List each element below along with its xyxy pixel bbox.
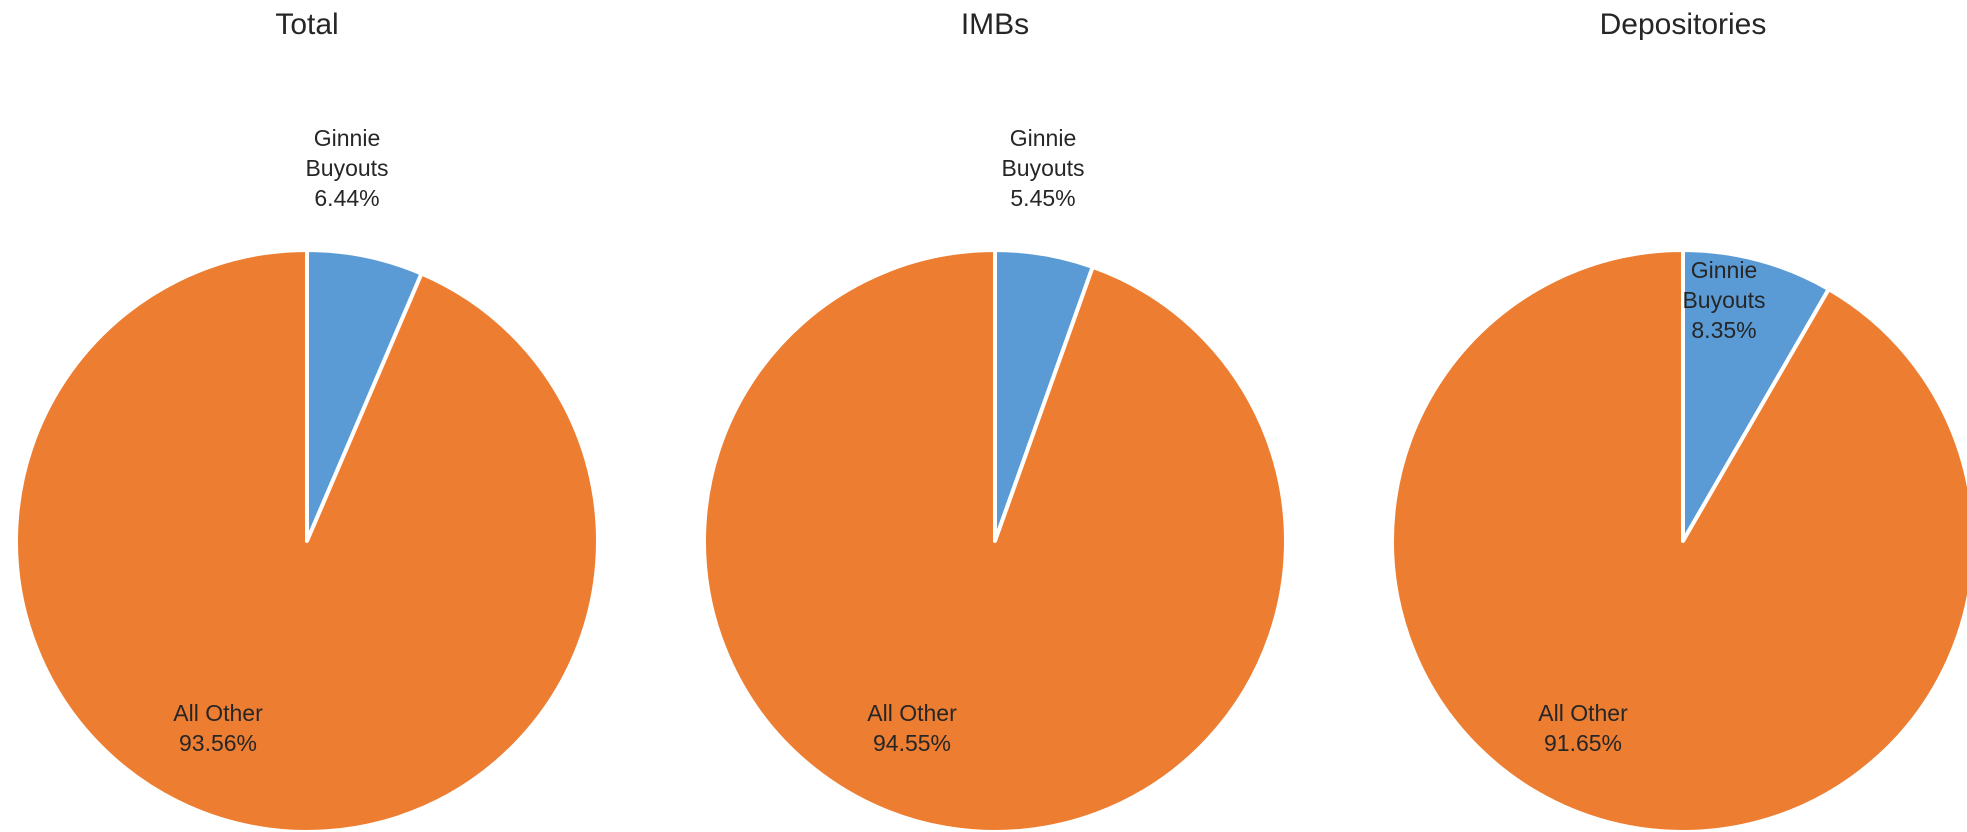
pie-labels-imbs: Ginnie Buyouts 5.45% All Other 94.55%: [867, 125, 1084, 756]
slice-label-ginnie-buyouts-depositories: Ginnie Buyouts 8.35%: [1682, 257, 1765, 343]
slice-value-label: 93.56%: [179, 730, 257, 756]
slice-value-label: 91.65%: [1544, 730, 1622, 756]
slice-name-label: All Other: [867, 700, 957, 726]
slice-label-all-other-total: All Other 93.56%: [173, 700, 263, 756]
slice-name-label: Ginnie: [1010, 125, 1076, 151]
pie-slice-all-other-imbs: [702, 248, 1288, 832]
slice-value-label: 8.35%: [1691, 317, 1756, 343]
slice-name-label: Buyouts: [1001, 155, 1084, 181]
slice-name-label: All Other: [173, 700, 263, 726]
slice-label-all-other-depositories: All Other 91.65%: [1538, 700, 1628, 756]
slice-value-label: 5.45%: [1010, 185, 1075, 211]
pie-slices-imbs: [702, 248, 1288, 832]
pie-slice-all-other-depositories: [1390, 248, 1967, 832]
slice-name-label: Buyouts: [305, 155, 388, 181]
chart-title-total: Total: [275, 8, 338, 41]
pie-slice-ginnie-buyouts-depositories: [1681, 248, 1831, 543]
pie-labels-depositories: Ginnie Buyouts 8.35% All Other 91.65%: [1538, 257, 1765, 756]
pie-chart-total: Total Ginnie Buyouts 6.44% All Other 93.56%: [14, 8, 600, 832]
slice-name-label: Buyouts: [1682, 287, 1765, 313]
pie-slice-all-other-total: [14, 248, 600, 832]
slice-name-label: All Other: [1538, 700, 1628, 726]
slice-label-ginnie-buyouts-imbs: Ginnie Buyouts 5.45%: [1001, 125, 1084, 211]
pie-labels-total: Ginnie Buyouts 6.44% All Other 93.56%: [173, 125, 388, 756]
chart-title-imbs: IMBs: [961, 8, 1029, 41]
slice-value-label: 94.55%: [873, 730, 951, 756]
slice-label-all-other-imbs: All Other 94.55%: [867, 700, 957, 756]
pie-slices-total: [14, 248, 600, 832]
pie-chart-depositories: Depositories Ginnie Buyouts 8.35% All Other…: [1390, 8, 1967, 832]
pie-chart-imbs: IMBs Ginnie Buyouts 5.45% All Other 94.55%: [702, 8, 1288, 832]
pie-slice-ginnie-buyouts-total: [305, 248, 424, 543]
slice-value-label: 6.44%: [314, 185, 379, 211]
chart-title-depositories: Depositories: [1600, 8, 1767, 41]
slice-name-label: Ginnie: [1691, 257, 1757, 283]
pie-slices-depositories: [1390, 248, 1967, 832]
slice-name-label: Ginnie: [314, 125, 380, 151]
slice-label-ginnie-buyouts-total: Ginnie Buyouts 6.44%: [305, 125, 388, 211]
